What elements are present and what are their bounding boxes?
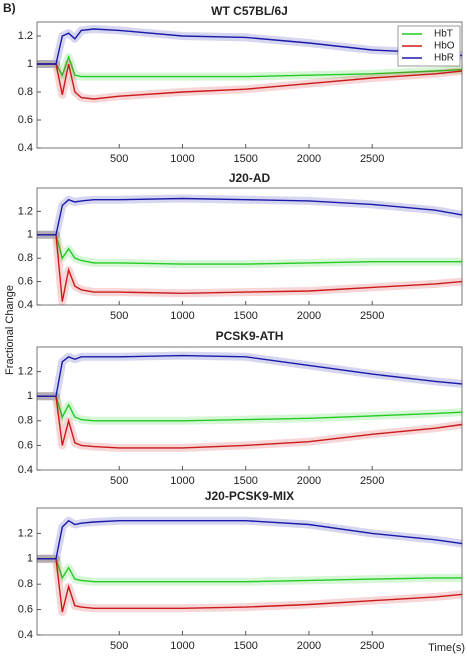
band	[37, 351, 463, 401]
legend-label: HbR	[434, 53, 454, 64]
x-tick-label: 1500	[233, 475, 257, 487]
x-tick-label: 500	[110, 153, 128, 165]
series-line	[37, 558, 462, 583]
x-tick-label: 500	[110, 310, 128, 322]
series-line	[37, 234, 463, 302]
x-tick-label: 1500	[233, 153, 257, 165]
y-tick-label: 1.2	[18, 30, 33, 42]
y-tick-label: 0.6	[18, 604, 33, 616]
x-axis-label: Time(s)	[428, 642, 465, 654]
series-line	[37, 234, 462, 265]
plot-area	[36, 346, 463, 471]
plot-area	[36, 21, 463, 149]
x-tick-label: 500	[110, 475, 128, 487]
x-tick-label: 2000	[297, 475, 321, 487]
x-tick-label: 2000	[297, 310, 321, 322]
y-tick-label: 1	[27, 553, 33, 565]
series-line	[37, 519, 463, 560]
y-tick-label: 0.8	[18, 578, 33, 590]
band	[37, 516, 463, 563]
series-line	[37, 558, 463, 613]
x-tick-label: 2500	[360, 310, 384, 322]
x-tick-label: 2500	[360, 640, 384, 652]
x-tick-label: 1500	[233, 640, 257, 652]
legend-label: HbO	[434, 41, 455, 52]
y-tick-label: 0.8	[18, 415, 33, 427]
y-tick-label: 0.4	[18, 142, 33, 154]
y-tick-label: 1	[27, 390, 33, 402]
chart-title: WT C57BL/6J	[211, 4, 288, 18]
series-line	[37, 395, 463, 422]
y-tick-label: 1.2	[18, 527, 33, 539]
series-line	[37, 28, 463, 65]
plot-area	[36, 507, 463, 636]
y-tick-label: 1	[27, 58, 33, 70]
band	[37, 194, 463, 239]
series-line	[37, 54, 463, 78]
x-tick-label: 1500	[233, 310, 257, 322]
y-tick-label: 0.8	[18, 86, 33, 98]
chart-title: J20-AD	[229, 171, 271, 185]
y-tick-label: 0.4	[18, 299, 33, 311]
y-tick-label: 1.2	[18, 366, 33, 378]
band	[37, 392, 463, 425]
x-tick-label: 2000	[297, 640, 321, 652]
x-tick-label: 1000	[170, 310, 194, 322]
legend-label: HbT	[434, 29, 453, 40]
y-tick-label: 0.8	[18, 252, 33, 264]
y-tick-label: 0.6	[18, 439, 33, 451]
y-tick-label: 0.4	[18, 629, 33, 641]
chart-title: PCSK9-ATH	[216, 329, 284, 343]
x-tick-label: 1000	[170, 153, 194, 165]
y-axis-label: Fractional Change	[4, 285, 16, 375]
x-tick-label: 1000	[170, 475, 194, 487]
x-tick-label: 1000	[170, 640, 194, 652]
x-tick-label: 2000	[297, 153, 321, 165]
series-line	[37, 395, 463, 449]
x-tick-label: 500	[110, 640, 128, 652]
series-line	[37, 197, 463, 236]
y-tick-label: 0.6	[18, 114, 33, 126]
series-line	[37, 63, 463, 100]
plot-area	[36, 187, 463, 306]
y-tick-label: 1.2	[18, 205, 33, 217]
chart-title: J20-PCSK9-MIX	[205, 489, 294, 503]
y-tick-label: 0.4	[18, 464, 33, 476]
panel-label: B)	[3, 1, 16, 15]
x-tick-label: 2500	[360, 475, 384, 487]
y-tick-label: 0.6	[18, 276, 33, 288]
band	[37, 230, 462, 269]
x-tick-label: 2500	[360, 153, 384, 165]
y-tick-label: 1	[27, 229, 33, 241]
series-line	[37, 354, 463, 397]
